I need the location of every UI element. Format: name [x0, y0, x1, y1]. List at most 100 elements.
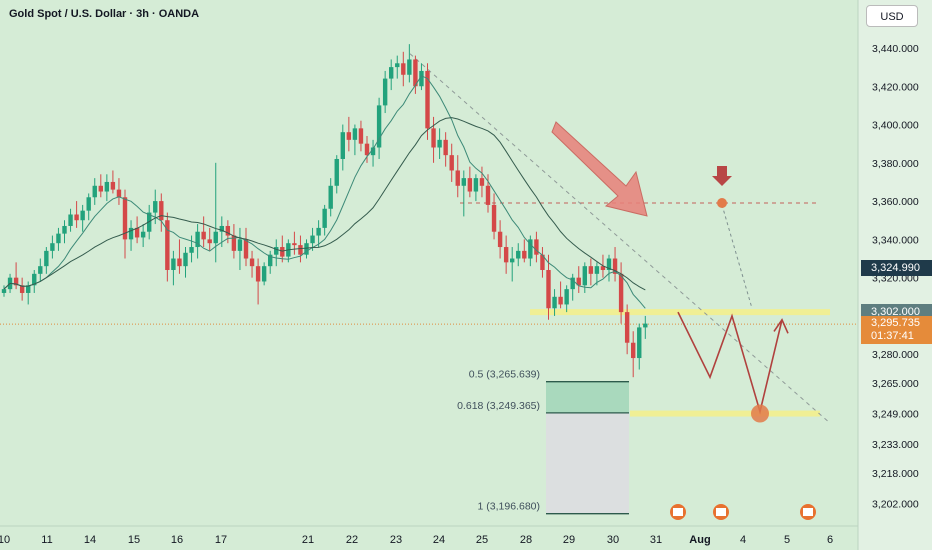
candle-body	[32, 273, 37, 286]
candle-body	[419, 70, 424, 87]
candle-body	[183, 252, 188, 267]
candle-body	[304, 243, 309, 255]
candle-body	[68, 214, 73, 226]
candle-body	[389, 67, 394, 79]
candle-body	[370, 147, 376, 156]
candle-body	[364, 143, 370, 156]
candle-body	[631, 342, 636, 359]
moving-average-slow	[3, 117, 646, 291]
candle-body	[358, 128, 364, 144]
candle-body	[516, 250, 521, 259]
candle-body	[92, 185, 97, 198]
support-zone	[630, 410, 820, 417]
candle-body	[534, 239, 539, 255]
fib-zone-lower	[546, 412, 629, 514]
y-tick-label: 3,400.000	[872, 120, 919, 132]
candle-body	[195, 231, 200, 248]
candle-body	[334, 158, 339, 186]
resistance-zone	[530, 309, 830, 316]
candle-body	[116, 189, 122, 198]
candle-body	[74, 214, 79, 221]
candle-body	[26, 285, 31, 293]
candle-body	[407, 59, 412, 75]
candle-body	[497, 231, 503, 248]
candle-body	[485, 185, 491, 205]
candle-body	[618, 273, 624, 313]
candle-body	[261, 266, 267, 282]
x-tick-label: 10	[0, 534, 10, 546]
candle-body	[582, 266, 587, 286]
candle-body	[159, 201, 164, 221]
candle-body	[588, 266, 594, 274]
candle-body	[310, 235, 315, 244]
candle-body	[376, 105, 382, 148]
x-tick-label: 4	[740, 534, 746, 546]
price-tag-label: 3,302.000	[871, 306, 920, 319]
candle-body	[340, 132, 345, 159]
candle-body	[38, 266, 43, 274]
x-tick-label: 17	[215, 534, 227, 546]
candle-body	[637, 327, 642, 359]
candle-body	[401, 63, 406, 75]
candle-body	[612, 258, 618, 274]
candle-body	[558, 296, 563, 305]
candle-body	[298, 245, 303, 255]
candle-body	[189, 247, 194, 253]
candle-body	[171, 258, 176, 270]
currency-button[interactable]: USD	[866, 5, 918, 27]
fib-level-label: 1 (3,196.680)	[478, 501, 540, 513]
candle-body	[564, 289, 569, 305]
candle-body	[395, 63, 400, 68]
x-tick-label: 14	[84, 534, 96, 546]
x-tick-label: 29	[563, 534, 575, 546]
candle-body	[413, 59, 418, 87]
candle-body	[437, 139, 442, 148]
candle-body	[510, 258, 515, 263]
candle-body	[86, 197, 91, 211]
candle-body	[56, 233, 61, 244]
candle-body	[328, 185, 333, 209]
candle-body	[98, 185, 103, 192]
x-tick-label: 25	[476, 534, 488, 546]
candle-body	[110, 181, 116, 190]
x-tick-label: 21	[302, 534, 314, 546]
candle-body	[62, 225, 67, 234]
candle-body	[237, 239, 243, 251]
candle-body	[455, 170, 460, 186]
y-tick-label: 3,233.000	[872, 439, 919, 451]
x-tick-label: Aug	[689, 534, 710, 546]
x-tick-label: 24	[433, 534, 445, 546]
candle-body	[207, 239, 212, 244]
descending-trendline	[409, 53, 831, 424]
candle-body	[522, 250, 527, 259]
candle-body	[449, 155, 454, 171]
candle-body	[546, 270, 551, 309]
candle-body	[50, 243, 55, 251]
y-tick-label: 3,380.000	[872, 158, 919, 170]
projection-arrowhead	[773, 318, 789, 334]
candle-body	[19, 285, 25, 293]
candle-body	[431, 128, 436, 148]
y-tick-label: 3,440.000	[872, 43, 919, 55]
candle-body	[479, 178, 485, 186]
candle-body	[104, 181, 110, 192]
candle-body	[177, 258, 182, 267]
countdown-label: 01:37:41	[871, 330, 914, 343]
candle-body	[243, 239, 249, 259]
candle-body	[13, 277, 19, 286]
candle-body	[213, 231, 218, 244]
candle-body	[44, 250, 49, 267]
y-tick-label: 3,249.000	[872, 409, 919, 421]
candle-body	[624, 312, 630, 343]
fib-zone-upper	[546, 381, 629, 413]
x-tick-label: 30	[607, 534, 619, 546]
candle-body	[346, 132, 352, 140]
target-dot	[717, 198, 727, 209]
candle-body	[491, 204, 497, 232]
price-tag-current-ma: 3,324.990	[861, 260, 932, 277]
candle-body	[80, 210, 85, 221]
x-tick-label: 22	[346, 534, 358, 546]
candle-body	[231, 235, 237, 251]
